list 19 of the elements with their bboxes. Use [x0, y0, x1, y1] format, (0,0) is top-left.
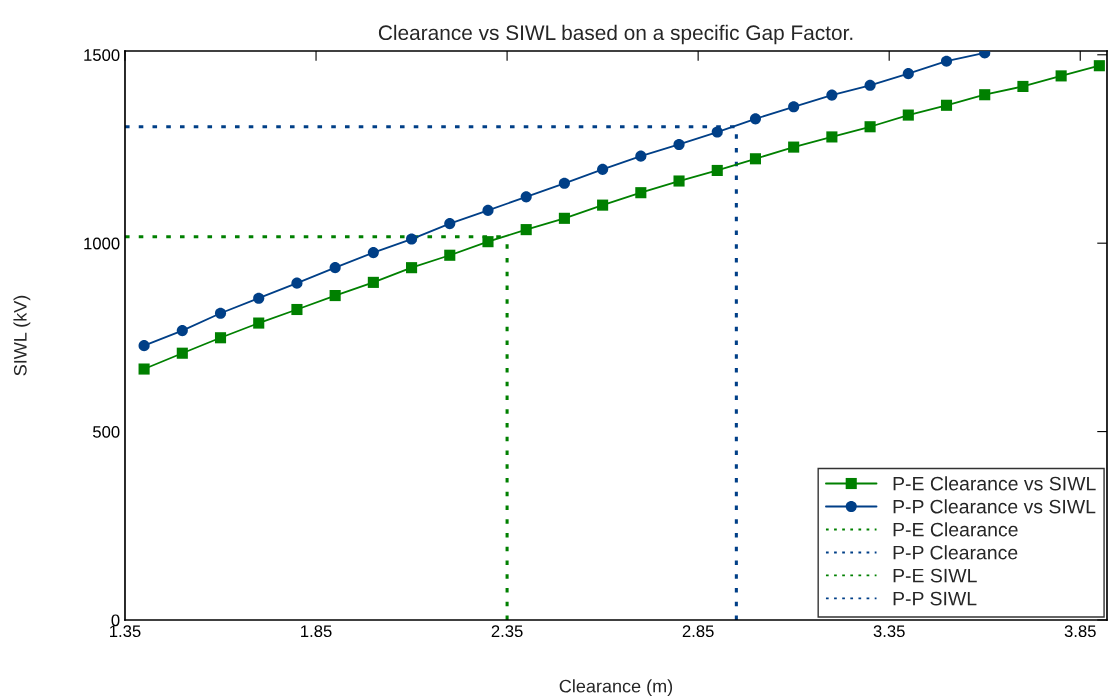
y-tick-label: 1500 [84, 49, 120, 61]
legend-label: P-E Clearance [893, 522, 1018, 537]
legend-label: P-E Clearance vs SIWL [893, 476, 1096, 491]
y-tick-label: 0 [111, 614, 120, 627]
x-tick-label: 1.85 [301, 625, 332, 638]
x-tick-label: 2.85 [682, 625, 714, 638]
y-tick-label: 500 [92, 425, 120, 438]
x-tick-label: 3.35 [873, 625, 905, 638]
y-tick-label: 1000 [84, 237, 120, 250]
y-axis-title: SIWL (kV) [13, 295, 31, 376]
x-axis-title: Clearance (m) [559, 679, 673, 697]
legend-label: P-P Clearance [893, 545, 1018, 560]
x-tick-label: 1.35 [110, 625, 141, 638]
x-tick-label: 3.85 [1064, 625, 1096, 638]
x-tick-label: 2.35 [491, 625, 523, 638]
legend-label: P-P SIWL [893, 591, 977, 606]
legend-label: P-P Clearance vs SIWL [893, 499, 1096, 514]
chart-title: Clearance vs SIWL based on a specific Gap Factor. [378, 24, 853, 45]
legend-label: P-E SIWL [893, 568, 977, 583]
